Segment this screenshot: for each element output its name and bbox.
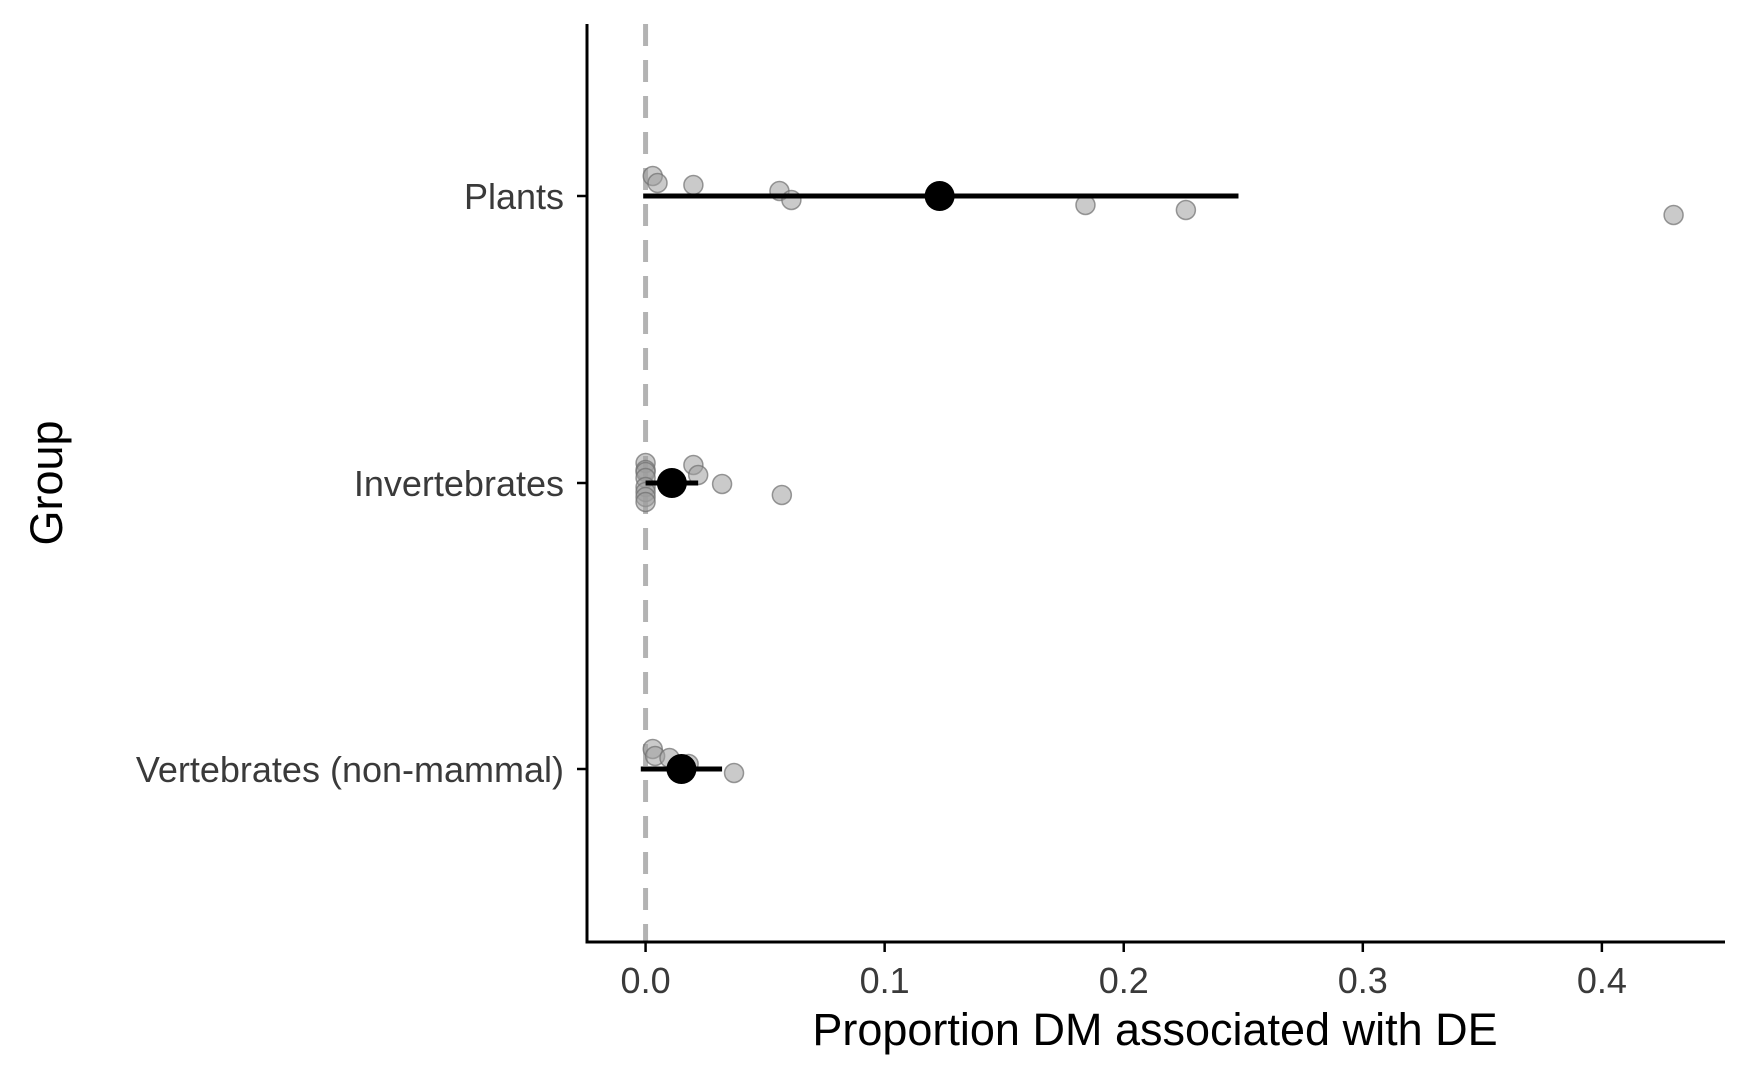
y-tick-label: Plants [464,176,564,217]
x-tick-label: 0.1 [860,960,910,1001]
x-tick-label: 0.2 [1099,960,1149,1001]
data-point [683,174,704,196]
x-ticks-layer: 0.0 0.1 0.2 0.3 0.4 [621,942,1627,1001]
group-mean-point [924,181,955,211]
x-tick-label: 0.0 [621,960,671,1001]
axes-layer [585,24,1725,944]
data-point [1175,199,1197,221]
data-point [781,189,802,211]
y-ticks-layer: Plants Invertebrates Vertebrates (non-mamm… [136,176,587,790]
x-tick-label: 0.4 [1577,960,1627,1001]
group-mean-point [656,468,687,498]
data-point [1663,204,1684,226]
data-point [771,484,793,506]
mean-layer [656,181,955,784]
x-tick-label: 0.3 [1338,960,1388,1001]
y-tick-label: Invertebrates [354,463,564,504]
data-point [635,491,656,513]
points-layer [635,165,1684,784]
group-mean-point [666,754,697,784]
y-tick-label: Vertebrates (non-mammal) [136,749,564,790]
data-point [723,762,745,784]
data-point [647,172,668,194]
x-axis-title: Proportion DM associated with DE [812,1004,1497,1055]
data-point [711,473,733,495]
y-axis-title: Group [21,420,72,545]
